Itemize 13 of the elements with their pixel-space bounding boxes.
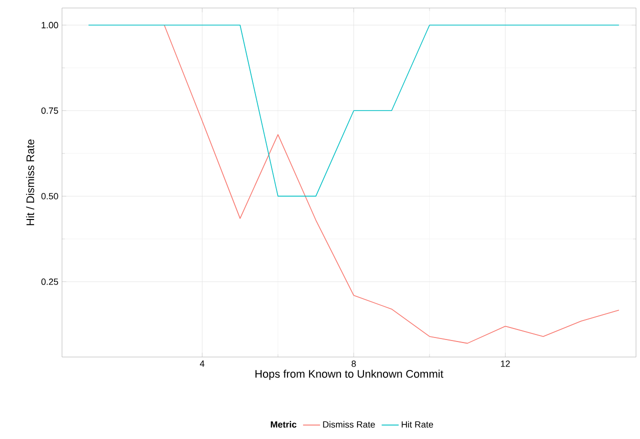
legend-title: Metric xyxy=(270,421,296,428)
legend-label: Dismiss Rate xyxy=(323,421,375,428)
x-tick-label: 12 xyxy=(500,360,510,367)
x-tick-label: 4 xyxy=(200,360,204,367)
legend-label: Hit Rate xyxy=(402,421,434,428)
y-tick-label: 1.00 xyxy=(42,22,58,28)
y-axis-title: Hit / Dismiss Rate xyxy=(26,139,34,226)
line-series xyxy=(164,24,620,344)
x-tick-label: 8 xyxy=(352,360,356,367)
y-tick-label: 0.75 xyxy=(41,107,58,114)
y-tick-label: 0.25 xyxy=(41,278,58,285)
y-tick-label: 0.50 xyxy=(41,193,58,200)
x-axis-title: Hops from Known to Unknown Commit xyxy=(256,370,444,380)
